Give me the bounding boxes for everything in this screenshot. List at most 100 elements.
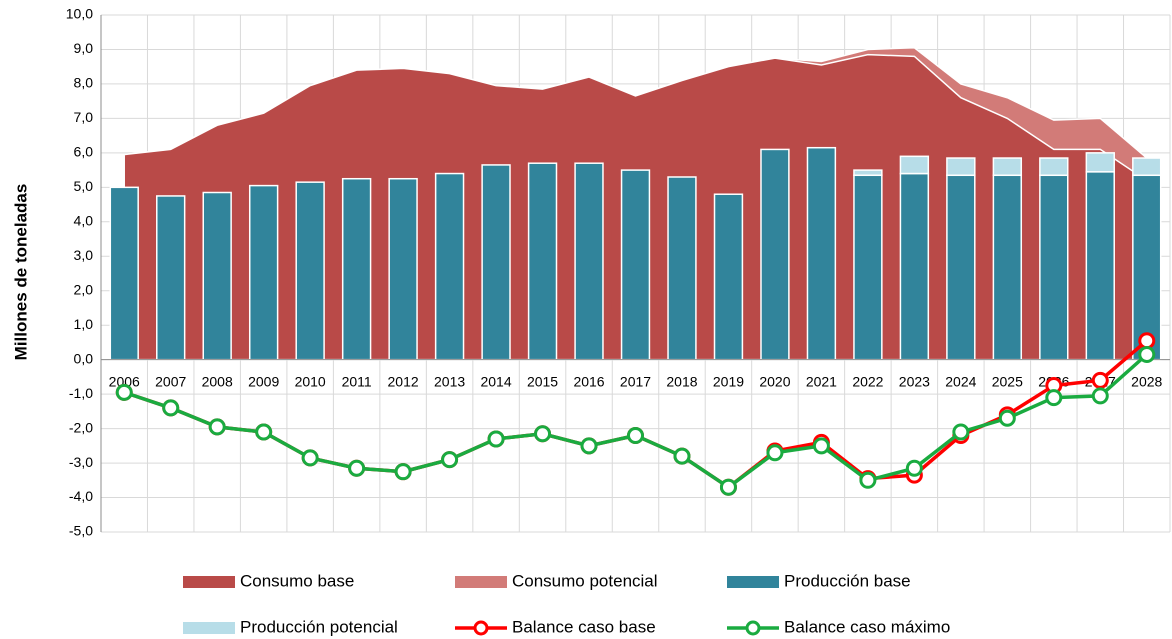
bar [1039,157,1069,177]
bar [713,193,744,361]
y-tick-label: 10,0 [66,6,93,22]
x-tick-label: 2009 [248,373,279,389]
marker [208,418,226,436]
bar [202,191,232,361]
x-tick-label: 2021 [806,373,837,389]
bar [992,157,1023,177]
bar [899,172,930,361]
bar [1085,171,1115,361]
axis: 2006 2007 2008 2009 2010 2011 2012 2013 2014 2015… [101,359,1170,389]
marker [719,478,737,496]
y-tick-label: 9,0 [74,40,94,56]
bar [667,176,697,361]
bar [295,181,325,361]
bar [156,195,186,361]
x-tick-label: 2023 [899,373,930,389]
legend-label: Balance caso máximo [784,617,950,636]
legend-label: Producción potencial [240,617,398,636]
x-tick-label: 2015 [527,373,558,389]
marker [859,471,877,489]
bar [1132,157,1162,177]
legend-item: Producción potencial [183,617,398,636]
bar [1085,152,1115,173]
y-axis-label: Millones de toneladas [11,184,30,361]
marker [255,423,273,441]
x-tick-label: 2016 [573,373,604,389]
marker [487,430,505,448]
bar [527,162,558,361]
x-tick-label: 2014 [480,373,511,389]
x-tick-label: 2013 [434,373,465,389]
legend-marker [473,620,489,636]
marker [1138,332,1156,350]
bar [1132,174,1162,361]
bar [574,162,604,361]
y-tick-label: -2,0 [69,419,93,435]
legend-item: Producción base [727,571,911,590]
legend-swatch [183,576,235,588]
y-tick-label: -4,0 [69,488,93,504]
legend-item: Consumo base [183,571,354,590]
y-tick-label: -3,0 [69,454,93,470]
x-tick-label: 2028 [1131,373,1162,389]
marker [348,459,366,477]
marker [766,444,784,462]
legend-item: Consumo potencial [455,571,658,590]
bar [1039,174,1069,361]
bar [620,169,651,361]
legend-item: Balance caso base [455,617,656,636]
marker [1045,389,1063,407]
x-tick-label: 2007 [155,373,186,389]
marker [394,463,412,481]
y-tick-label: -1,0 [69,385,93,401]
marker [627,426,644,444]
bar [481,164,511,361]
legend-swatch [727,576,779,588]
y-tick-label: 2,0 [74,281,94,297]
bar [946,157,976,177]
x-tick-label: 2012 [388,373,419,389]
bar [946,174,976,361]
marker [1091,371,1109,389]
line [123,339,1148,490]
y-tick-label: -5,0 [69,523,93,539]
legend-label: Balance caso base [512,617,656,636]
marker [301,449,319,467]
marker [1091,387,1109,405]
x-tick-label: 2017 [620,373,651,389]
x-tick-label: 2020 [759,373,790,389]
legend-label: Producción base [784,571,911,590]
bar [248,184,279,361]
legend-swatch [183,622,235,634]
legend-swatch [455,576,507,588]
x-tick-label: 2025 [992,373,1023,389]
bar [760,148,790,361]
y-tick-label: 3,0 [74,247,94,263]
marker [673,447,691,465]
x-tick-label: 2010 [295,373,326,389]
marker [580,437,598,455]
x-tick-label: 2011 [342,373,372,389]
x-tick-label: 2019 [713,373,744,389]
bar [853,169,883,177]
bar [899,155,930,175]
x-tick-label: 2018 [666,373,697,389]
y-tick-label: 8,0 [74,75,94,91]
marker [998,409,1016,427]
bar [341,177,372,361]
legend: Consumo base Consumo potencial Producción … [183,571,950,636]
x-tick-label: 2006 [109,373,140,389]
bar [434,172,465,361]
marker [812,437,830,455]
bar [853,174,883,361]
y-tick-label: 7,0 [74,109,94,125]
legend-label: Consumo potencial [512,571,658,590]
legend-marker [745,620,761,636]
marker [162,399,180,417]
legend-item: Balance caso máximo [727,617,950,636]
bar [109,186,139,361]
y-tick-label: 0,0 [74,350,94,366]
bar [992,174,1023,361]
x-tick-label: 2022 [852,373,883,389]
